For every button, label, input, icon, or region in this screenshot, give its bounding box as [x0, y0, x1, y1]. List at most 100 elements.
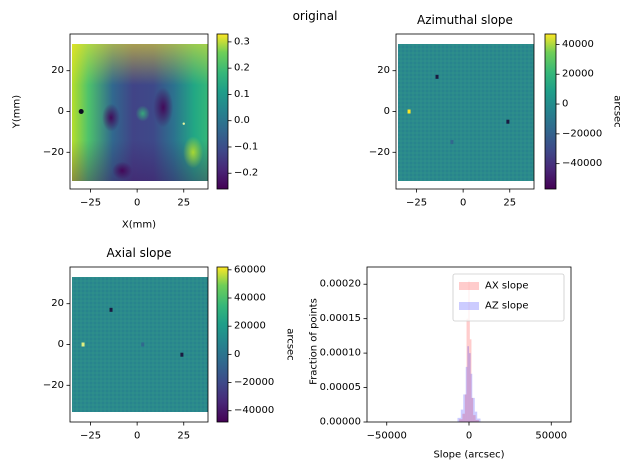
y-tick-label: 0 — [384, 106, 390, 117]
slope-defect — [407, 109, 411, 114]
colorbar-tick-label: 0.2 — [234, 63, 250, 74]
surface-low-spot — [153, 87, 174, 128]
axes-title: Azimuthal slope — [417, 13, 513, 27]
colorbar-tick-label: −20000 — [562, 128, 602, 139]
slope-defect — [450, 140, 454, 145]
x-tick-label: 0 — [466, 431, 472, 442]
surface-low-spot — [112, 161, 133, 180]
y-axis-label: Fraction of points — [309, 298, 320, 385]
colorbar-tick-label: 20000 — [562, 69, 594, 80]
x-tick-label: 0 — [134, 431, 140, 442]
surface-low-spot — [102, 103, 121, 132]
colorbar-tick-label: −40000 — [562, 158, 602, 169]
y-tick-label: 20 — [51, 65, 64, 76]
y-tick-label: 0.00000 — [320, 417, 361, 428]
legend-frame — [452, 273, 565, 322]
colorbar-frame — [216, 266, 229, 423]
y-tick-label: 0.00005 — [320, 382, 361, 393]
histogram-bar — [471, 397, 474, 422]
y-axis-label: Y(mm) — [12, 95, 23, 129]
x-tick-label: −50000 — [367, 431, 407, 442]
x-tick-label: 0 — [134, 198, 140, 209]
colorbar-tick-label: −20000 — [234, 377, 274, 388]
y-tick-label: −20 — [369, 147, 390, 158]
surface-defect — [182, 122, 185, 125]
histogram-bar — [460, 409, 464, 422]
y-tick-label: −20 — [43, 147, 64, 158]
histogram-bar — [459, 419, 463, 422]
x-tick-label: 25 — [503, 198, 516, 209]
colorbar-label: arcsec — [285, 328, 296, 360]
colorbar-frame — [216, 33, 229, 190]
colorbar — [545, 34, 556, 189]
slope-defect — [506, 119, 510, 124]
histogram-bar — [464, 394, 467, 422]
colorbar-tick-label: −40000 — [234, 405, 274, 416]
y-tick-label: 20 — [51, 298, 64, 309]
colorbar-tick-label: 0.0 — [234, 115, 250, 126]
histogram-bar — [473, 415, 476, 422]
slope-defect — [109, 307, 113, 312]
legend-label: AX slope — [485, 281, 528, 292]
x-axis-label: Slope (arcsec) — [433, 450, 504, 461]
histogram-bar — [468, 280, 470, 422]
y-tick-label: 20 — [377, 65, 390, 76]
axes-title: Axial slope — [106, 246, 171, 260]
slope-defect — [141, 342, 145, 347]
surface-high-spot — [183, 136, 204, 169]
legend-swatch — [459, 302, 479, 310]
histogram-bar — [457, 417, 461, 422]
y-tick-label: 0.00010 — [320, 348, 361, 359]
histogram-bar — [462, 413, 465, 422]
slope-defect — [81, 342, 85, 347]
histogram-bar — [463, 394, 466, 422]
histogram-bar — [475, 419, 479, 422]
colorbar-tick-label: 0 — [234, 349, 240, 360]
x-tick-label: 25 — [177, 431, 190, 442]
y-tick-label: 0.00020 — [320, 279, 361, 290]
colorbar-tick-label: 40000 — [562, 39, 594, 50]
x-tick-label: 25 — [177, 198, 190, 209]
slope-defect — [435, 74, 439, 79]
surface-high-spot — [135, 105, 150, 122]
colorbar-tick-label: −0.2 — [234, 168, 258, 179]
y-tick-label: −20 — [43, 380, 64, 391]
colorbar-tick-label: 60000 — [234, 264, 266, 275]
x-tick-label: 50000 — [535, 431, 567, 442]
figure-title: original — [293, 9, 338, 23]
histogram-bar — [474, 411, 478, 422]
surface-defect — [78, 109, 84, 114]
histogram-bar — [469, 339, 472, 422]
legend-label: AZ slope — [485, 301, 528, 312]
y-tick-label: 0 — [58, 339, 64, 350]
colorbar-label: arcsec — [612, 95, 623, 127]
x-tick-label: −25 — [80, 431, 101, 442]
histogram-bar — [470, 373, 473, 422]
histogram-bar — [467, 346, 469, 422]
colorbar-frame — [544, 33, 557, 190]
legend: AX slope AZ slope — [452, 273, 565, 322]
colorbar-tick-label: 0.3 — [234, 36, 250, 47]
y-tick-label: 0 — [58, 106, 64, 117]
colorbar-tick-label: 0.1 — [234, 89, 250, 100]
histogram-bar — [469, 353, 471, 422]
colorbar-tick-label: 40000 — [234, 293, 266, 304]
histogram-bar — [465, 366, 468, 422]
histogram-bar — [466, 318, 469, 422]
colorbar — [217, 267, 228, 422]
colorbar-tick-label: −0.1 — [234, 141, 258, 152]
x-tick-label: −25 — [406, 198, 427, 209]
histogram-bar — [477, 418, 481, 422]
slope-map — [398, 44, 534, 181]
slope-defect — [180, 352, 184, 357]
legend-swatch — [459, 282, 479, 290]
x-axis-label: X(mm) — [122, 220, 156, 231]
colorbar-tick-label: 20000 — [234, 321, 266, 332]
slope-map — [72, 277, 208, 412]
colorbar — [217, 34, 228, 189]
colorbar-tick-label: 0 — [562, 99, 568, 110]
x-tick-label: 0 — [460, 198, 466, 209]
histogram-bar — [472, 397, 475, 422]
x-tick-label: −25 — [80, 198, 101, 209]
